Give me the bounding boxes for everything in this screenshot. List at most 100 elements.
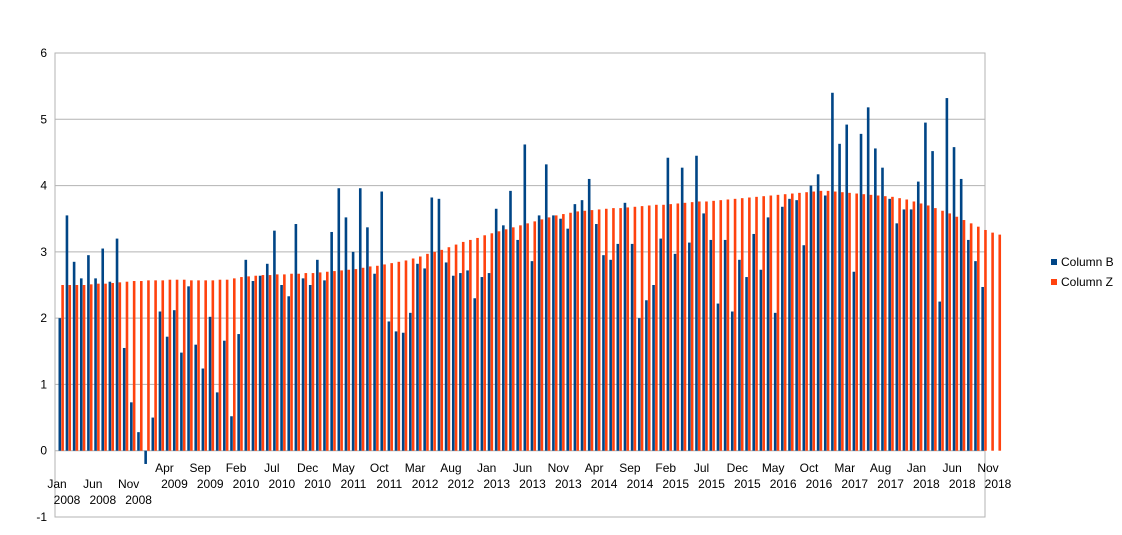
bar-column-b	[215, 392, 219, 451]
bar-column-z	[769, 195, 773, 451]
bar-column-b	[137, 432, 140, 451]
bar-column-z	[676, 203, 680, 451]
bar-column-z	[662, 204, 665, 451]
bar-column-z	[368, 266, 372, 451]
x-tick-month: Mar	[405, 461, 426, 475]
bar-column-z	[898, 198, 901, 451]
bar-column-z	[311, 273, 315, 451]
x-tick-year: 2018	[985, 477, 1012, 491]
y-tick-label: 3	[40, 245, 47, 259]
bar-column-b	[874, 148, 877, 451]
bar-column-z	[511, 227, 515, 451]
x-tick-label: Jun 2008	[83, 477, 116, 507]
x-tick-year: 2013	[483, 477, 510, 491]
bar-column-b	[394, 331, 398, 451]
x-tick-label: May 2011	[332, 461, 367, 491]
bar-column-b	[881, 167, 884, 451]
bar-column-b	[94, 278, 97, 451]
bar-column-z	[111, 283, 114, 451]
bar-column-b	[845, 124, 849, 451]
bar-column-b	[730, 311, 734, 451]
x-tick-month: Sep	[619, 461, 641, 475]
bar-column-b	[559, 218, 562, 451]
x-tick-month: Oct	[370, 461, 389, 475]
x-tick-month: Jul	[264, 461, 279, 475]
bar-column-z	[247, 276, 250, 451]
bar-column-z	[182, 279, 186, 451]
bar-column-b	[695, 155, 698, 451]
x-tick-month: Jan	[907, 461, 926, 475]
y-tick-label: 2	[40, 311, 47, 325]
y-tick-label: -1	[36, 510, 47, 524]
bar-column-b	[931, 151, 934, 451]
bar-column-b	[616, 243, 620, 451]
bar-column-b	[466, 270, 469, 451]
bar-column-z	[705, 201, 708, 451]
bar-column-z	[397, 261, 401, 451]
bar-column-b	[852, 271, 856, 451]
x-tick-label: Jan 2018	[907, 461, 940, 491]
bar-column-b	[273, 230, 276, 451]
bar-column-b	[916, 181, 920, 451]
x-tick-year: 2009	[161, 477, 188, 491]
x-tick-label: Jun 2018	[943, 461, 976, 491]
x-tick-label: Jun 2013	[513, 461, 546, 491]
bar-column-z	[254, 275, 258, 451]
x-tick-label: Mar 2017	[834, 461, 868, 491]
bar-column-b	[87, 255, 90, 451]
bar-column-z	[533, 221, 537, 451]
bar-column-z	[562, 214, 565, 451]
x-tick-label: Dec 2010	[297, 461, 331, 491]
bar-column-b	[630, 243, 634, 451]
x-tick-label: Apr 2014	[585, 461, 618, 491]
bar-column-b	[430, 197, 434, 451]
bar-column-b	[637, 318, 641, 451]
bar-column-z	[426, 253, 429, 451]
legend-swatch	[1051, 279, 1057, 285]
bar-column-b	[251, 281, 255, 451]
bar-column-z	[826, 190, 830, 451]
x-tick-label: Aug 2012	[440, 461, 474, 491]
bar-column-z	[275, 274, 279, 451]
y-tick-label: 0	[40, 444, 47, 458]
bar-column-z	[526, 223, 529, 451]
bar-column-b	[895, 223, 899, 451]
bar-column-z	[547, 217, 551, 451]
bar-column-b	[308, 285, 312, 451]
x-tick-year: 2016	[770, 477, 797, 491]
x-tick-year: 2011	[376, 477, 402, 491]
bar-column-b	[230, 416, 233, 451]
bar-column-b	[952, 147, 956, 451]
bar-column-z	[984, 229, 987, 451]
bar-column-b	[380, 191, 384, 451]
bar-column-b	[223, 340, 226, 451]
bar-column-z	[883, 196, 887, 451]
bar-column-b	[165, 336, 169, 451]
x-tick-year: 2010	[268, 477, 295, 491]
bar-column-z	[819, 190, 823, 451]
x-tick-year: 2015	[662, 477, 689, 491]
bar-column-z	[82, 285, 86, 451]
bar-column-z	[268, 275, 272, 451]
y-tick-label: 5	[40, 112, 47, 126]
x-tick-month: Jan	[47, 477, 66, 491]
x-tick-year: 2017	[877, 477, 904, 491]
x-tick-year: 2018	[949, 477, 976, 491]
bar-column-b	[509, 190, 512, 451]
bar-column-z	[812, 191, 816, 451]
x-tick-label: Nov 2018	[977, 461, 1011, 491]
bar-column-z	[204, 280, 207, 451]
bar-column-z	[783, 194, 787, 451]
bar-column-b	[280, 285, 283, 451]
bar-column-z	[733, 198, 737, 451]
bar-column-b	[487, 273, 491, 451]
bar-column-b	[358, 188, 362, 451]
bar-column-b	[473, 298, 477, 451]
bar-column-b	[709, 239, 713, 451]
bar-column-b	[716, 303, 720, 451]
bar-column-z	[690, 202, 694, 451]
x-tick-year: 2010	[304, 477, 331, 491]
x-tick-year: 2013	[519, 477, 546, 491]
bar-column-b	[688, 242, 691, 451]
